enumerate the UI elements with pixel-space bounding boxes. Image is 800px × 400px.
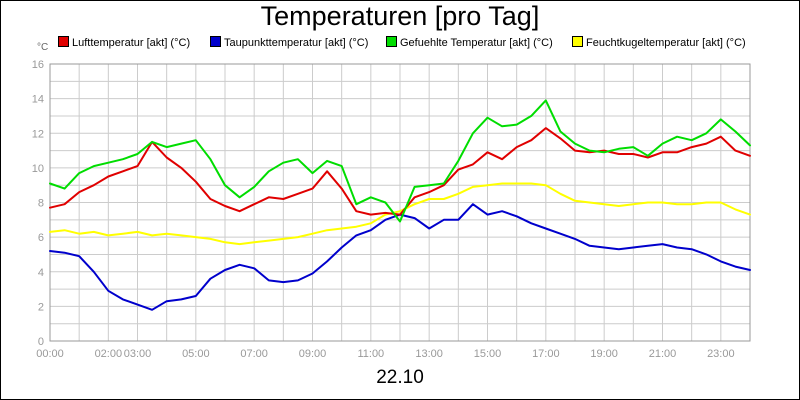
- y-tick-label: 8: [38, 198, 44, 210]
- y-tick-label: 0: [38, 336, 44, 348]
- y-tick-label: 16: [32, 59, 44, 71]
- x-tick-label: 21:00: [649, 348, 677, 360]
- y-tick-label: 14: [32, 94, 44, 106]
- x-tick-label: 23:00: [707, 348, 735, 360]
- x-tick-label: 17:00: [532, 348, 560, 360]
- x-tick-label: 00:00: [36, 348, 64, 360]
- legend-swatch-taupunkttemperatur: [210, 36, 221, 47]
- x-tick-label: 05:00: [182, 348, 210, 360]
- legend-item-gefuehlte-temperatur: Gefuehlte Temperatur [akt] (°C): [386, 36, 553, 49]
- series-line-2: [49, 99, 751, 223]
- x-tick-label: 19:00: [590, 348, 618, 360]
- y-tick-label: 4: [38, 267, 44, 279]
- y-tick-label: 2: [38, 301, 44, 313]
- legend-swatch-gefuehlte-temperatur: [386, 36, 397, 47]
- plot-border: [49, 63, 751, 342]
- legend-item-taupunkttemperatur: Taupunkttemperatur [akt] (°C): [210, 36, 368, 49]
- series-line-0: [49, 127, 751, 216]
- legend-label-lufttemperatur: Lufttemperatur [akt] (°C): [72, 37, 191, 49]
- x-tick-label: 03:00: [124, 348, 152, 360]
- legend-label-taupunkttemperatur: Taupunkttemperatur [akt] (°C): [224, 37, 369, 49]
- x-tick-label: 07:00: [240, 348, 268, 360]
- y-tick-label: 6: [38, 232, 44, 244]
- x-tick-label: 09:00: [299, 348, 327, 360]
- y-tick-label: 12: [32, 128, 44, 140]
- legend-label-gefuehlte-temperatur: Gefuehlte Temperatur [akt] (°C): [400, 37, 553, 49]
- y-tick-label: 10: [32, 163, 44, 175]
- legend-item-lufttemperatur: Lufttemperatur [akt] (°C): [58, 36, 190, 49]
- legend-swatch-lufttemperatur: [58, 36, 69, 47]
- x-tick-label: 02:00: [95, 348, 123, 360]
- y-axis-unit: °C: [37, 42, 49, 53]
- legend-item-feuchtkugeltemperatur: Feuchtkugeltemperatur [akt] (°C): [572, 36, 746, 49]
- chart-title: Temperaturen [pro Tag]: [260, 1, 540, 31]
- x-tick-label: 13:00: [415, 348, 443, 360]
- date-label: 22.10: [376, 367, 424, 388]
- x-tick-label: 15:00: [474, 348, 502, 360]
- series-line-3: [49, 182, 751, 246]
- legend-label-feuchtkugeltemperatur: Feuchtkugeltemperatur [akt] (°C): [586, 37, 746, 49]
- legend-swatch-feuchtkugeltemperatur: [572, 36, 583, 47]
- x-tick-label: 11:00: [357, 348, 384, 360]
